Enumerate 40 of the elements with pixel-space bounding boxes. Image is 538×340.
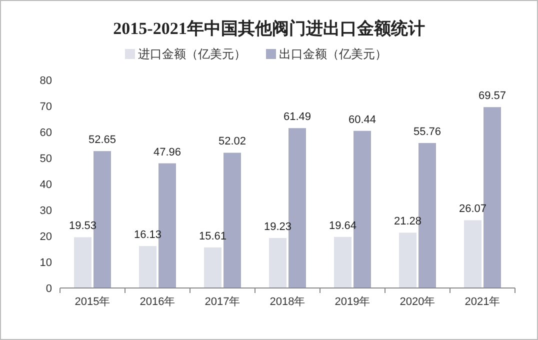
x-tick-label: 2020年: [400, 296, 436, 308]
y-tick-label: 40: [40, 179, 52, 191]
data-label: 61.49: [283, 111, 312, 124]
x-tick-label: 2015年: [74, 296, 110, 308]
data-label: 15.61: [198, 230, 227, 242]
bar: [269, 238, 286, 288]
bar: [399, 232, 416, 288]
bar: [74, 237, 92, 288]
data-label: 16.13: [134, 229, 162, 242]
x-tick-label: 2016年: [140, 296, 176, 308]
y-tick-label: 50: [40, 153, 52, 165]
y-tick-label: 70: [40, 101, 52, 113]
bar: [464, 220, 482, 288]
data-label: 52.65: [88, 134, 116, 146]
chart-title: 2015-2021年中国其他阀门进出口金额统计: [113, 19, 425, 38]
data-label: 60.44: [348, 114, 376, 126]
data-label: 21.28: [394, 216, 422, 228]
x-tick-label: 2021年: [464, 296, 500, 308]
y-tick-label: 60: [40, 127, 52, 139]
y-tick-label: 10: [40, 257, 52, 269]
y-tick-label: 80: [40, 75, 52, 87]
bar: [204, 247, 222, 288]
data-label: 19.53: [68, 220, 97, 232]
bar: [334, 236, 352, 288]
data-label: 55.76: [413, 126, 442, 138]
y-tick-label: 0: [46, 283, 52, 295]
data-label: 69.57: [478, 90, 506, 102]
data-label: 47.96: [153, 146, 182, 158]
data-label: 19.23: [264, 221, 292, 233]
legend-label: 进口金额（亿美元）: [138, 47, 246, 61]
data-label: 52.02: [218, 136, 246, 148]
data-label: 19.64: [328, 220, 357, 232]
y-tick-label: 30: [40, 205, 52, 217]
bar: [139, 246, 156, 288]
x-tick-label: 2019年: [334, 296, 370, 308]
x-tick-label: 2018年: [270, 296, 306, 308]
y-tick-label: 20: [40, 231, 52, 243]
x-tick-label: 2017年: [204, 296, 240, 308]
legend-label: 出口金额（亿美元）: [279, 47, 387, 61]
data-label: 26.07: [458, 203, 487, 216]
